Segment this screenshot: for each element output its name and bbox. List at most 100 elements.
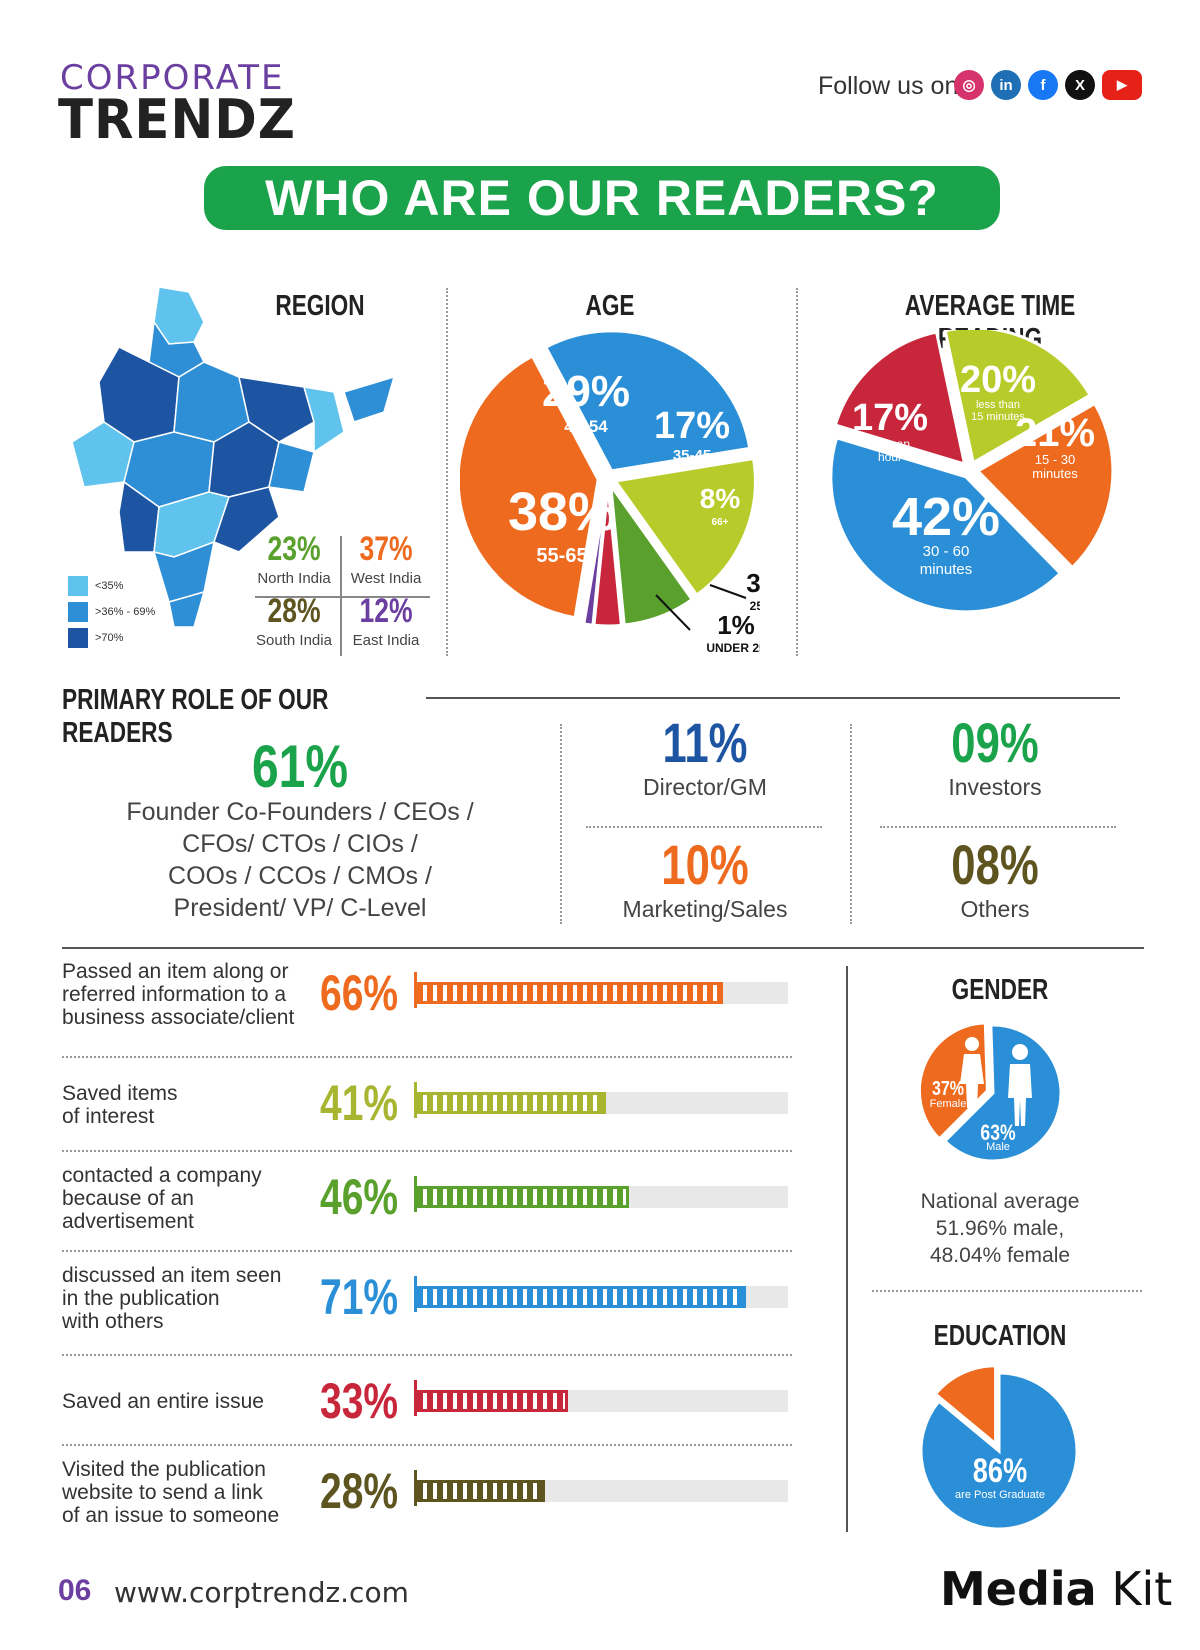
role-label: Director/GM — [643, 774, 767, 800]
gender-note-line: 48.04% female — [929, 1244, 1071, 1267]
bar-label-line: Saved an entire issue — [62, 1390, 264, 1413]
bar-track — [414, 1480, 788, 1502]
region-stat-label: South India — [256, 632, 332, 649]
gender-pie-chart — [920, 1021, 1063, 1163]
page-number: 06 — [58, 1574, 92, 1607]
time-label-pct: 20% — [960, 359, 1036, 401]
bar-track — [414, 1092, 788, 1114]
bar-label-line: of an issue to someone — [62, 1504, 280, 1527]
roles-main-label-line: President/ VP/ C-Level — [173, 894, 427, 922]
bar-separator — [62, 1444, 792, 1446]
bar-fill — [414, 1186, 630, 1208]
legend-swatch-low — [68, 576, 88, 596]
instagram-icon[interactable]: ◎ — [954, 70, 984, 100]
age-callout-pct: 1% — [717, 610, 755, 640]
bar-label: contacted a company because of an advertis… — [62, 1164, 262, 1233]
age-callout-line — [655, 594, 691, 631]
pie-slice — [830, 435, 1063, 614]
legend-label-high: >70% — [95, 632, 124, 644]
bar-track — [414, 1390, 788, 1412]
gender-title: GENDER — [951, 974, 1049, 1006]
roles-main-label-line: CFOs/ CTOs / CIOs / — [182, 830, 418, 858]
region-stat-label: West India — [350, 570, 422, 587]
age-label-pct: 8% — [700, 483, 741, 514]
time-label-sub: minutes — [1032, 466, 1078, 481]
legend-label-mid: >36% - 69% — [95, 606, 156, 618]
age-callout-sub: 25-35 — [750, 599, 760, 613]
bar-separator — [62, 1150, 792, 1152]
bar-track — [414, 982, 788, 1004]
education-pct: 86% — [972, 1452, 1028, 1490]
divider-roles-1 — [560, 724, 562, 924]
age-label-sub: 45-54 — [564, 417, 608, 436]
bar-percent: 41% — [320, 1075, 399, 1131]
age-label-pct: 17% — [654, 405, 730, 447]
region-stat-label: North India — [257, 570, 331, 587]
age-callout-line — [709, 584, 747, 599]
age-title: AGE — [585, 290, 635, 322]
gender-national-average: National average 51.96% male, 48.04% femal… — [890, 1188, 1110, 1269]
section-rule — [62, 947, 1144, 949]
role-label: Marketing/Sales — [622, 896, 788, 922]
male-figure-icon — [1008, 1044, 1032, 1126]
role-value: 11% — [662, 711, 748, 774]
bar-track — [414, 1286, 788, 1308]
region-stat-value: 23% — [267, 530, 321, 568]
roles-title-rule — [426, 697, 1120, 699]
pie-slice — [942, 1023, 1063, 1163]
age-label-pct: 38% — [508, 482, 616, 542]
bar-label-line: website to send a link — [62, 1481, 263, 1504]
pie-slice — [975, 401, 1115, 570]
time-label-sub: hour — [878, 450, 902, 464]
region-stat-label: East India — [352, 632, 420, 649]
education-label: are Post Graduate — [955, 1489, 1045, 1501]
brand-media: Media — [940, 1562, 1097, 1616]
roles-main-label: Founder Co-Founders / CEOs / CFOs/ CTOs /… — [90, 796, 510, 924]
bar-fill — [414, 1092, 606, 1114]
media-kit-brand: Media Kit — [940, 1562, 1172, 1616]
time-label-sub: 15 minutes — [971, 411, 1025, 423]
bar-label-line: advertisement — [62, 1210, 194, 1233]
bar-label-line: Saved items — [62, 1082, 178, 1105]
bar-label-line: Passed an item along or — [62, 960, 289, 983]
youtube-icon[interactable]: ▶ — [1102, 70, 1142, 100]
roles-main-value: 61% — [251, 733, 349, 800]
linkedin-icon[interactable]: in — [991, 70, 1021, 100]
roles-main-label-line: COOs / CCOs / CMOs / — [168, 862, 432, 890]
time-label-sub: over an — [870, 437, 910, 451]
time-label-sub: 15 - 30 — [1035, 452, 1075, 467]
bar-fill — [414, 982, 723, 1004]
age-label-sub: 35-45 — [673, 447, 711, 464]
x-icon[interactable]: X — [1065, 70, 1095, 100]
bar-label: Saved an entire issue — [62, 1390, 264, 1413]
bar-separator — [62, 1250, 792, 1252]
bar-percent: 66% — [320, 965, 399, 1021]
region-stat-value: 37% — [359, 530, 413, 568]
divider-bars-side — [846, 966, 848, 1532]
bar-label-line: because of an — [62, 1187, 194, 1210]
page-banner: WHO ARE OUR READERS? — [204, 166, 1000, 230]
bar-label: discussed an item seen in the publication… — [62, 1264, 281, 1333]
region-stat-value: 12% — [359, 592, 413, 630]
region-title: REGION — [275, 290, 365, 322]
bar-label-line: of interest — [62, 1105, 155, 1128]
gender-male-label: Male — [986, 1141, 1010, 1153]
bar-label-line: business associate/client — [62, 1006, 295, 1029]
gender-female-label: Female — [929, 1098, 967, 1110]
bar-percent: 33% — [320, 1373, 399, 1429]
age-label-sub: 66+ — [712, 517, 729, 528]
age-label-pct: 29% — [542, 367, 630, 416]
pie-slice — [543, 330, 752, 473]
role-label: Others — [960, 896, 1030, 922]
divider-gender-education — [872, 1290, 1142, 1292]
region-stats-divider-h — [255, 596, 430, 598]
website-link[interactable]: www.corptrendz.com — [114, 1576, 409, 1609]
divider-age-time — [796, 288, 798, 656]
roles-title: PRIMARY ROLE OF OUR READERS — [62, 684, 329, 749]
follow-us-text: Follow us on — [818, 72, 959, 100]
india-map — [71, 286, 396, 628]
gender-female-pct: 37% — [932, 1078, 965, 1100]
role-value: 08% — [951, 833, 1039, 896]
facebook-icon[interactable]: f — [1028, 70, 1058, 100]
